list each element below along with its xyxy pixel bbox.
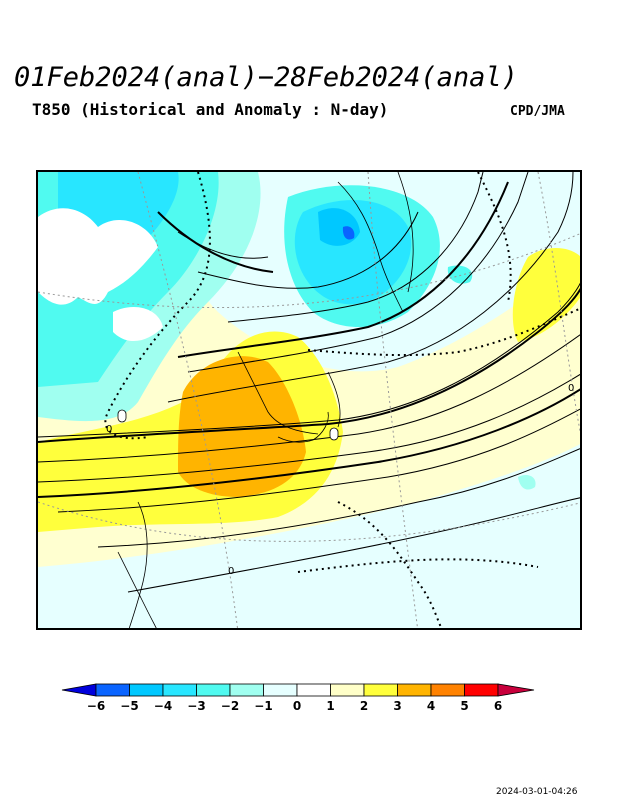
legend-tick-label: −1 bbox=[254, 699, 272, 713]
zero-label-south: 0 bbox=[228, 566, 234, 577]
zero-label-east: 0 bbox=[568, 383, 574, 394]
legend-swatch bbox=[330, 683, 365, 697]
legend-svg: −6 −5 −4 −3 −2 −1 0 1 2 3 4 5 6 bbox=[61, 683, 535, 713]
land-mask-nw-2 bbox=[113, 307, 163, 342]
anomaly-plus2-east bbox=[512, 247, 580, 342]
contour-zero-labels bbox=[117, 409, 339, 441]
legend-arrow-high bbox=[497, 683, 535, 697]
legend-tick-label: 0 bbox=[293, 699, 301, 713]
graticule bbox=[38, 172, 580, 628]
legend-swatch bbox=[263, 683, 298, 697]
legend-tick-label: −3 bbox=[187, 699, 205, 713]
land-mask-nw bbox=[38, 208, 158, 305]
anomaly-minus1-south-inner bbox=[135, 517, 580, 628]
anomaly-minus2-se bbox=[518, 475, 536, 490]
legend-tick-label: 1 bbox=[326, 699, 334, 713]
legend-tick-label: 2 bbox=[360, 699, 368, 713]
map-canvas: 0 0 0 bbox=[38, 172, 580, 628]
legend-swatch bbox=[229, 683, 264, 697]
legend-tick-label: 5 bbox=[460, 699, 468, 713]
legend-tick-label: −4 bbox=[154, 699, 172, 713]
isotherm-contours bbox=[38, 172, 580, 593]
legend-swatch bbox=[363, 683, 398, 697]
legend-swatch bbox=[430, 683, 465, 697]
legend-swatch bbox=[397, 683, 432, 697]
legend-swatch bbox=[196, 683, 231, 697]
legend-swatch bbox=[162, 683, 197, 697]
anomaly-map: 0 0 0 bbox=[36, 170, 582, 630]
legend-tick-label: −2 bbox=[221, 699, 239, 713]
anomaly-minus5-north bbox=[342, 226, 355, 240]
color-legend: −6 −5 −4 −3 −2 −1 0 1 2 3 4 5 6 bbox=[60, 682, 540, 722]
isotherm-contours-bold bbox=[38, 181, 580, 498]
legend-tick-label: 4 bbox=[427, 699, 435, 713]
legend-tick-label: 3 bbox=[393, 699, 401, 713]
page-subtitle: T850 (Historical and Anomaly : N-day) bbox=[32, 100, 389, 119]
legend-swatch bbox=[129, 683, 164, 697]
zero-label-west: 0 bbox=[106, 424, 112, 435]
credit-label: CPD/JMA bbox=[510, 104, 565, 119]
legend-arrow-low bbox=[61, 683, 97, 697]
legend-tick-label: 6 bbox=[494, 699, 502, 713]
timestamp: 2024-03-01-04:26 bbox=[496, 787, 578, 797]
legend-swatch bbox=[95, 683, 130, 697]
zero-anomaly-contours bbox=[104, 172, 580, 628]
legend-tick-label: −5 bbox=[120, 699, 138, 713]
legend-swatch bbox=[296, 683, 331, 697]
coastlines bbox=[117, 172, 414, 628]
page-title: 01Feb2024(anal)−28Feb2024(anal) bbox=[14, 62, 518, 93]
legend-tick-label: −6 bbox=[87, 699, 105, 713]
legend-swatch bbox=[464, 683, 499, 697]
